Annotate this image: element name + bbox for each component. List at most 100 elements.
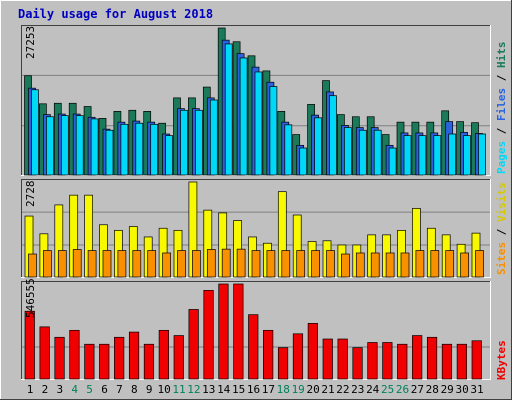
x-tick-label-day-13: 13 xyxy=(202,383,215,396)
x-tick-label-day-29: 29 xyxy=(441,383,454,396)
sites-bar-day-9 xyxy=(147,250,157,278)
x-tick-label-day-9: 9 xyxy=(146,383,153,396)
sites-bar-day-4 xyxy=(72,249,82,278)
pages-bar-day-19 xyxy=(299,147,308,176)
legend-hits: Hits xyxy=(495,42,508,69)
pages-bar-day-20 xyxy=(314,117,322,176)
kbytes-bar-day-5 xyxy=(84,343,95,380)
kbytes-bar-day-22 xyxy=(337,338,348,380)
middle-ymax-label: 2728 xyxy=(24,181,37,208)
pages-bar-day-31 xyxy=(478,133,486,176)
sites-bar-day-23 xyxy=(355,252,365,278)
x-tick-label-day-19: 19 xyxy=(292,383,305,396)
kbytes-bar-day-8 xyxy=(128,331,140,380)
sites-bar-day-5 xyxy=(87,250,97,278)
kbytes-bar-day-9 xyxy=(143,343,155,380)
kbytes-bar-day-11 xyxy=(173,335,184,380)
sites-bar-day-30 xyxy=(460,252,469,278)
sites-bar-day-13 xyxy=(206,249,216,278)
sites-bar-day-16 xyxy=(251,250,261,278)
kbytes-bar-day-4 xyxy=(69,329,80,380)
kbytes-bar-day-26 xyxy=(397,343,408,380)
pages-bar-day-15 xyxy=(239,57,248,176)
sites-bar-day-15 xyxy=(236,248,246,278)
kbytes-bar-day-16 xyxy=(248,314,259,380)
top-ymax-label: 27253 xyxy=(24,26,37,59)
hits-files-pages-panel xyxy=(21,25,491,176)
x-tick-label-day-3: 3 xyxy=(56,383,63,396)
pages-bar-day-12 xyxy=(195,109,203,176)
sites-bar-day-19 xyxy=(296,250,306,278)
kbytes-bar-day-7 xyxy=(114,336,125,380)
sites-bar-day-31 xyxy=(475,250,484,278)
pages-bar-day-18 xyxy=(284,124,293,176)
chart-title: Daily usage for August 2018 xyxy=(18,7,213,21)
x-axis-labels: 1 2 3 4 5 6 7 8 9 10 11 12 13 14 15 16 17 18 19 20 21 22 23 24 2… xyxy=(27,383,484,396)
visits-sites-panel xyxy=(21,179,491,278)
kbytes-bar-day-30 xyxy=(456,343,467,380)
sites-bar-day-10 xyxy=(162,252,171,278)
pages-bar-day-29 xyxy=(448,133,457,176)
sites-bar-day-2 xyxy=(43,250,52,278)
kbytes-bar-day-19 xyxy=(292,333,304,380)
kbytes-bar-day-21 xyxy=(322,338,333,380)
pages-bar-day-21 xyxy=(329,95,337,176)
x-tick-label-day-27: 27 xyxy=(411,383,424,396)
x-tick-label-day-23: 23 xyxy=(351,383,364,396)
kbytes-bar-day-20 xyxy=(307,323,318,380)
sites-bar-day-27 xyxy=(415,250,425,278)
pages-bar-day-1 xyxy=(31,89,39,176)
x-tick-label-day-26: 26 xyxy=(396,383,409,396)
kbytes-bar-day-24 xyxy=(367,342,378,380)
sites-bar-day-7 xyxy=(117,250,127,278)
kbytes-bar-day-10 xyxy=(158,329,169,380)
pages-bar-day-9 xyxy=(150,123,159,176)
middle-legend: Sites / Visits xyxy=(495,182,508,275)
pages-bar-day-11 xyxy=(180,109,188,176)
sites-bar-day-21 xyxy=(326,250,335,278)
pages-bar-day-27 xyxy=(418,135,427,176)
x-tick-label-day-17: 17 xyxy=(262,383,275,396)
x-tick-label-day-1: 1 xyxy=(27,383,34,396)
legend-sep: / xyxy=(495,121,508,141)
sites-bar-day-25 xyxy=(385,252,395,278)
x-tick-label-day-31: 31 xyxy=(470,383,483,396)
sites-bar-day-18 xyxy=(281,250,291,278)
x-tick-label-day-25: 25 xyxy=(381,383,394,396)
pages-bar-day-26 xyxy=(403,135,412,176)
kbytes-bar-day-3 xyxy=(54,336,65,380)
x-tick-label-day-8: 8 xyxy=(131,383,138,396)
kbytes-bar-day-23 xyxy=(352,347,363,380)
pages-bar-day-8 xyxy=(135,122,144,176)
sites-bar-day-29 xyxy=(445,250,455,278)
pages-bar-day-17 xyxy=(269,86,278,176)
kbytes-bar-day-31 xyxy=(471,340,482,380)
x-tick-label-day-15: 15 xyxy=(232,383,245,396)
x-tick-label-day-22: 22 xyxy=(336,383,349,396)
sites-bar-day-17 xyxy=(266,250,276,278)
x-tick-label-day-18: 18 xyxy=(277,383,290,396)
kbytes-bar-day-25 xyxy=(382,342,393,380)
kbytes-bar-day-29 xyxy=(441,343,453,380)
x-tick-label-day-30: 30 xyxy=(455,383,468,396)
kbytes-bar-day-27 xyxy=(412,335,423,380)
x-tick-label-day-4: 4 xyxy=(71,383,78,396)
sites-bar-day-26 xyxy=(400,252,410,278)
sites-bar-day-6 xyxy=(102,250,112,278)
x-tick-label-day-20: 20 xyxy=(306,383,319,396)
sites-bar-day-24 xyxy=(370,252,380,278)
pages-bar-day-6 xyxy=(105,129,114,176)
top-legend: Pages / Files / Hits xyxy=(495,42,508,175)
x-tick-label-day-12: 12 xyxy=(187,383,200,396)
sites-bar-day-11 xyxy=(177,250,186,278)
pages-bar-day-2 xyxy=(46,116,54,176)
kbytes-bar-day-12 xyxy=(188,309,199,380)
x-tick-label-day-7: 7 xyxy=(116,383,123,396)
kbytes-bar-day-15 xyxy=(233,283,244,380)
kbytes-bar-day-18 xyxy=(277,347,289,380)
legend-visits: Visits xyxy=(495,182,508,222)
legend-sep: / xyxy=(495,222,508,242)
pages-bar-day-24 xyxy=(373,129,382,176)
x-tick-label-day-21: 21 xyxy=(321,383,334,396)
